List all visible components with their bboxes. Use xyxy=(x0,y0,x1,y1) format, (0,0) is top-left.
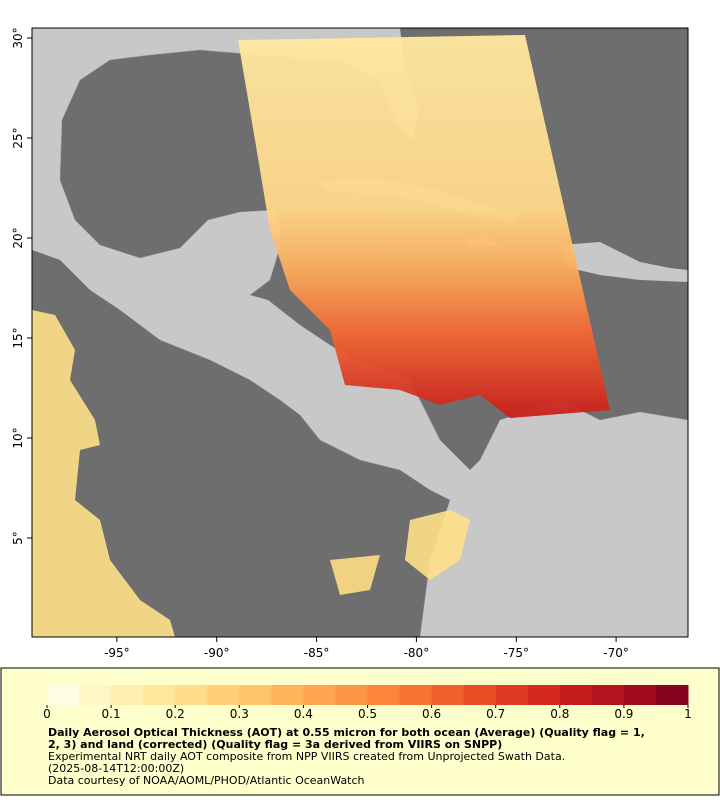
colorbar-swatch xyxy=(271,685,304,705)
x-tick-label: -90° xyxy=(204,646,230,660)
aot-patch xyxy=(405,510,470,580)
y-tick-label: 30° xyxy=(11,27,25,48)
colorbar-tick-label: 0.8 xyxy=(550,707,569,721)
map-frame xyxy=(31,27,689,638)
aot-patch xyxy=(32,310,175,637)
colorbar-swatch xyxy=(495,685,529,705)
x-tick-label: -85° xyxy=(304,646,330,660)
colorbar-tick-label: 0.4 xyxy=(294,707,313,721)
colorbar-swatch xyxy=(591,685,625,705)
caption-title: 2, 3) and land (corrected) (Quality flag… xyxy=(48,738,502,751)
y-tick-label: 20° xyxy=(11,227,25,248)
colorbar-swatch xyxy=(623,685,657,705)
caption-line: Experimental NRT daily AOT composite fro… xyxy=(48,750,565,763)
colorbar-tick-label: 1 xyxy=(684,707,692,721)
colorbar-swatch xyxy=(47,685,80,705)
x-tick-label: -80° xyxy=(404,646,430,660)
caption-line: Data courtesy of NOAA/AOML/PHOD/Atlantic… xyxy=(48,774,365,787)
y-tick-label: 5° xyxy=(11,531,25,545)
colorbar-swatch xyxy=(207,685,240,705)
colorbar-swatch xyxy=(175,685,208,705)
colorbar-swatch xyxy=(399,685,433,705)
colorbar-swatch xyxy=(655,685,689,705)
hispaniola xyxy=(560,242,688,282)
colorbar-tick-label: 0.2 xyxy=(166,707,185,721)
x-tick-label: -70° xyxy=(603,646,629,660)
colorbar-swatch xyxy=(239,685,272,705)
aot-swath xyxy=(238,35,610,418)
colorbar-swatch xyxy=(111,685,144,705)
colorbar-tick-label: 0.3 xyxy=(230,707,249,721)
colorbar-swatch xyxy=(335,685,368,705)
colorbar-swatch xyxy=(79,685,112,705)
colorbar-tick-label: 0.5 xyxy=(358,707,377,721)
y-tick-label: 10° xyxy=(11,427,25,448)
y-tick-label: 25° xyxy=(11,127,25,148)
colorbar-tick-label: 0.7 xyxy=(486,707,505,721)
caption: Daily Aerosol Optical Thickness (AOT) at… xyxy=(48,726,645,787)
colorbar-tick-label: 0 xyxy=(43,707,51,721)
x-tick-label: -75° xyxy=(503,646,529,660)
colorbar-tick-label: 0.9 xyxy=(614,707,633,721)
colorbar-swatch xyxy=(527,685,561,705)
y-tick-label: 15° xyxy=(11,327,25,348)
colorbar-swatch xyxy=(559,685,593,705)
colorbar-swatch xyxy=(431,685,465,705)
colorbar-swatch xyxy=(303,685,336,705)
colorbar-tick-label: 0.1 xyxy=(102,707,121,721)
caption-line: (2025-08-14T12:00:00Z) xyxy=(48,762,184,775)
map xyxy=(32,28,688,637)
colorbar-tick-label: 0.6 xyxy=(422,707,441,721)
x-tick-label: -95° xyxy=(104,646,130,660)
colorbar-swatch xyxy=(463,685,497,705)
colorbar-swatch xyxy=(367,685,401,705)
aot-patch xyxy=(330,555,380,595)
colorbar-swatch xyxy=(143,685,176,705)
caption-title: Daily Aerosol Optical Thickness (AOT) at… xyxy=(48,726,645,739)
